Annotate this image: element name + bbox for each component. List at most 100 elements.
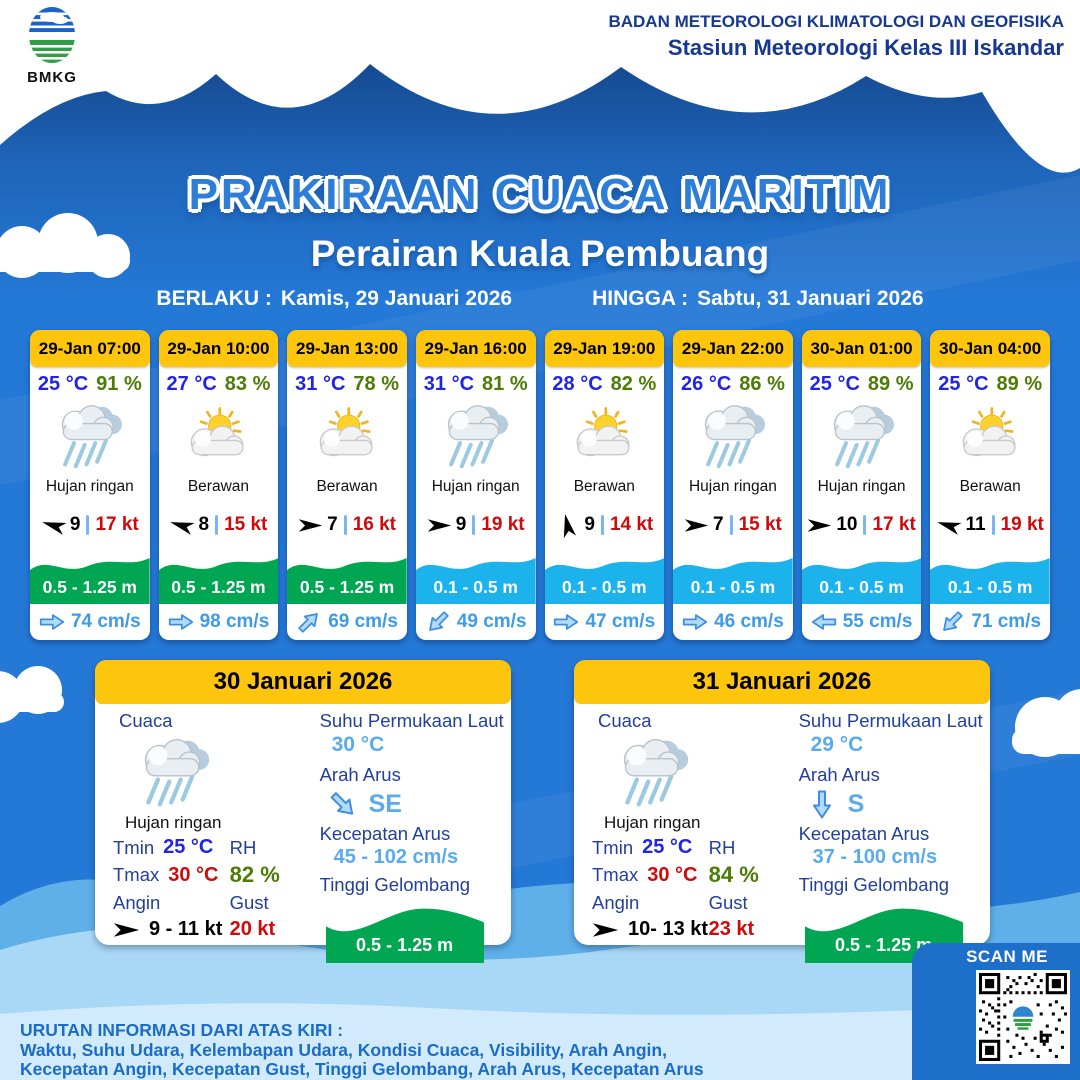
- forecast-card: 29-Jan 22:00 26 °C 86 %: [673, 330, 793, 640]
- wind-direction-icon: [937, 521, 963, 535]
- wave-height-band: 0.5 - 1.25 m: [158, 546, 279, 604]
- wind-force: 7: [327, 514, 338, 535]
- current-direction-value: SE: [368, 789, 402, 818]
- wave-height-band: 0.1 - 0.5 m: [415, 546, 536, 604]
- current-speed: 71 cm/s: [971, 611, 1042, 632]
- daily-values-grid: Tmin 25 °C RH Tmax 30 °C 84 %: [592, 835, 797, 942]
- card-time: 29-Jan 13:00: [287, 330, 407, 367]
- wind-force: 11: [965, 514, 986, 535]
- valid-to-label: HINGGA :: [592, 287, 689, 310]
- separator-bar: [86, 515, 90, 535]
- wave-height-label: Tinggi Gelombang: [319, 874, 471, 895]
- validity-row: BERLAKU : Kamis, 29 Januari 2026 HINGGA :…: [0, 287, 1080, 311]
- separator-bar: [991, 515, 995, 535]
- rh-value-cell: 82 %: [230, 862, 318, 888]
- temp-humidity-row: 27 °C 83 %: [159, 373, 279, 396]
- humidity: 91 %: [96, 373, 142, 395]
- agency-header: BADAN METEOROLOGI KLIMATOLOGI DAN GEOFIS…: [608, 12, 1064, 61]
- sun-cloud-icon: [191, 407, 244, 457]
- wave-height: 0.1 - 0.5 m: [433, 577, 518, 597]
- card-time: 29-Jan 22:00: [673, 330, 793, 367]
- current-speed: 69 cm/s: [328, 611, 398, 632]
- temp-humidity-row: 25 °C 89 %: [930, 373, 1050, 396]
- rain-cloud-icon: [61, 405, 122, 469]
- weather-icon: [592, 734, 797, 810]
- current-direction-label: Arah Arus: [798, 764, 880, 785]
- wind-direction-icon: [808, 518, 832, 532]
- wind-direction-icon: [298, 518, 323, 532]
- separator-bar: [729, 515, 733, 535]
- current-row: 55 cm/s: [802, 604, 922, 640]
- rh-label-cell: RH: [230, 835, 318, 860]
- wind-direction-icon: [170, 521, 196, 535]
- valid-to-value: Sabtu, 31 Januari 2026: [697, 287, 924, 310]
- humidity: 83 %: [224, 373, 271, 395]
- humidity: 86 %: [739, 373, 785, 395]
- card-time: 29-Jan 10:00: [158, 330, 279, 367]
- current-row: 74 cm/s: [30, 604, 150, 640]
- bmkg-logo: [29, 7, 75, 63]
- agency-name: BADAN METEOROLOGI KLIMATOLOGI DAN GEOFIS…: [608, 12, 1064, 31]
- rain-cloud-icon: [833, 405, 894, 469]
- gust-value-cell: 23 kt: [709, 917, 797, 942]
- wave-height-band: 0.5 - 1.25 m: [30, 546, 150, 604]
- wind-speed: 19 kt: [481, 514, 525, 535]
- current-speed-value: 45 - 102 cm/s: [333, 846, 459, 868]
- wind-row: 9 17 kt: [30, 512, 150, 538]
- qr-panel: SCAN ME: [912, 943, 1080, 1080]
- current-row: 49 cm/s: [416, 604, 536, 640]
- wind-row: 7 16 kt: [287, 512, 407, 538]
- current-direction-icon: [428, 611, 449, 631]
- gust-label: Gust: [708, 891, 748, 913]
- valid-from-value: Kamis, 29 Januari 2026: [280, 287, 513, 310]
- wind-speed: 15 kt: [738, 514, 782, 535]
- air-temperature: 25 °C: [37, 373, 89, 395]
- wind-force: 7: [712, 514, 724, 535]
- forecast-card: 29-Jan 10:00 27 °C 83 %: [158, 330, 279, 640]
- daily-left-column: Cuaca: [113, 710, 318, 963]
- current-speed-label: Kecepatan Arus: [319, 823, 451, 844]
- condition-label: Hujan ringan: [688, 478, 777, 495]
- weather-icon: [159, 396, 279, 476]
- wind-value-cell: 10- 13 kt: [592, 917, 709, 942]
- current-direction-icon: [943, 611, 963, 631]
- wind-speed: 17 kt: [872, 514, 916, 535]
- sst-label: Suhu Permukaan Laut: [798, 710, 983, 731]
- wave-height-band: 0.5 - 1.25 m: [287, 546, 407, 604]
- wind-force: 10: [836, 514, 858, 535]
- current-speed: 55 cm/s: [842, 611, 913, 632]
- wind-speed: 19 kt: [1000, 514, 1044, 535]
- current-speed: 47 cm/s: [585, 611, 656, 632]
- sun-cloud-icon: [319, 407, 373, 457]
- card-time: 29-Jan 16:00: [415, 330, 536, 367]
- wind-force: 9: [584, 514, 595, 535]
- separator-bar: [215, 515, 219, 535]
- sun-cloud-icon: [962, 407, 1016, 457]
- air-temperature: 27 °C: [166, 373, 217, 395]
- tmax-row: Tmax 30 °C: [592, 863, 709, 888]
- daily-card: 31 Januari 2026 Cuaca: [574, 660, 990, 963]
- wave-height-value: 0.5 - 1.25 m: [835, 935, 933, 955]
- condition-label: Hujan ringan: [431, 478, 520, 495]
- air-temperature: 31 °C: [295, 373, 346, 395]
- daily-card-body: Cuaca: [574, 704, 990, 963]
- tmin-value: 25 °C: [163, 836, 214, 858]
- rain-cloud-icon: [704, 405, 765, 469]
- daily-right-column: Suhu Permukaan Laut 30 °C Arah Arus SE K…: [318, 710, 504, 963]
- temp-humidity-row: 31 °C 78 %: [287, 373, 407, 396]
- wind-label-cell: Angin: [113, 890, 230, 915]
- wave-height-label: Tinggi Gelombang: [798, 874, 950, 895]
- cuaca-label: Cuaca: [119, 710, 173, 731]
- air-temperature: 28 °C: [552, 373, 603, 395]
- tmin-label: Tmin: [592, 836, 634, 858]
- wind-row: 10 17 kt: [802, 512, 922, 538]
- scan-me-label: SCAN ME: [966, 947, 1048, 966]
- humidity: 82 %: [610, 373, 657, 395]
- tmin-row: Tmin 25 °C: [592, 835, 709, 860]
- gust-label-cell: Gust: [230, 890, 318, 915]
- rh-value-cell: 84 %: [709, 862, 797, 888]
- daily-forecast-row: 30 Januari 2026 Cuaca: [95, 660, 990, 963]
- wind-label-cell: Angin: [592, 890, 709, 915]
- current-row: 98 cm/s: [159, 604, 279, 640]
- wind-range-value: 10- 13 kt: [628, 918, 709, 940]
